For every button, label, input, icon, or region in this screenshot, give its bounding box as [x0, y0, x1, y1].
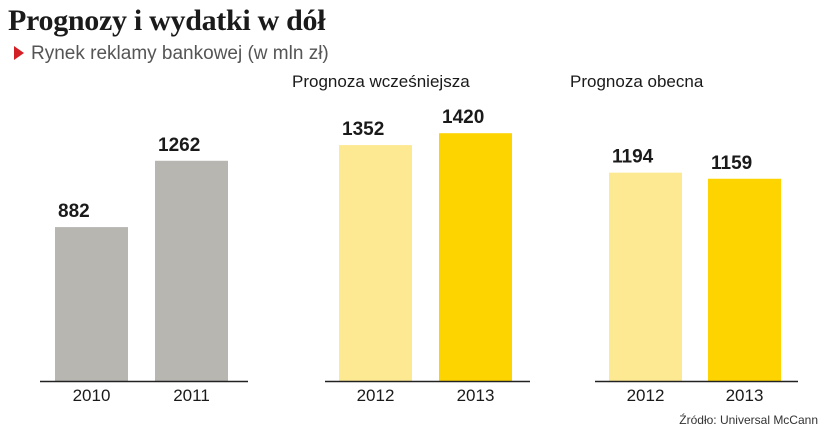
bar — [155, 160, 228, 381]
chart-title: Prognozy i wydatki w dół — [8, 4, 326, 37]
arrow-right-icon — [14, 46, 24, 60]
chart-subtitle: Rynek reklamy bankowej (w mln zł) — [14, 43, 329, 65]
bar — [708, 178, 781, 381]
source-note: Źródło: Universal McCann — [679, 413, 818, 427]
bar — [55, 227, 128, 381]
x-tick-label: 2013 — [457, 386, 495, 405]
panel-title: Prognoza obecna — [570, 72, 704, 91]
bar — [339, 145, 412, 381]
x-tick-label: 2012 — [357, 386, 395, 405]
panel-title: Prognoza wcześniejsza — [292, 72, 470, 91]
bar — [439, 133, 512, 381]
subtitle-text: Rynek reklamy bankowej (w mln zł) — [31, 43, 329, 64]
data-label: 1194 — [612, 147, 654, 168]
x-tick-label: 2010 — [73, 386, 111, 405]
data-label: 882 — [58, 201, 90, 222]
data-label: 1420 — [442, 107, 484, 128]
data-label: 1352 — [342, 119, 384, 140]
bar — [609, 172, 682, 381]
data-label: 1159 — [711, 153, 752, 174]
x-tick-label: 2011 — [173, 386, 210, 405]
data-label: 1262 — [158, 135, 200, 156]
x-tick-label: 2013 — [726, 386, 764, 405]
x-tick-label: 2012 — [627, 386, 665, 405]
